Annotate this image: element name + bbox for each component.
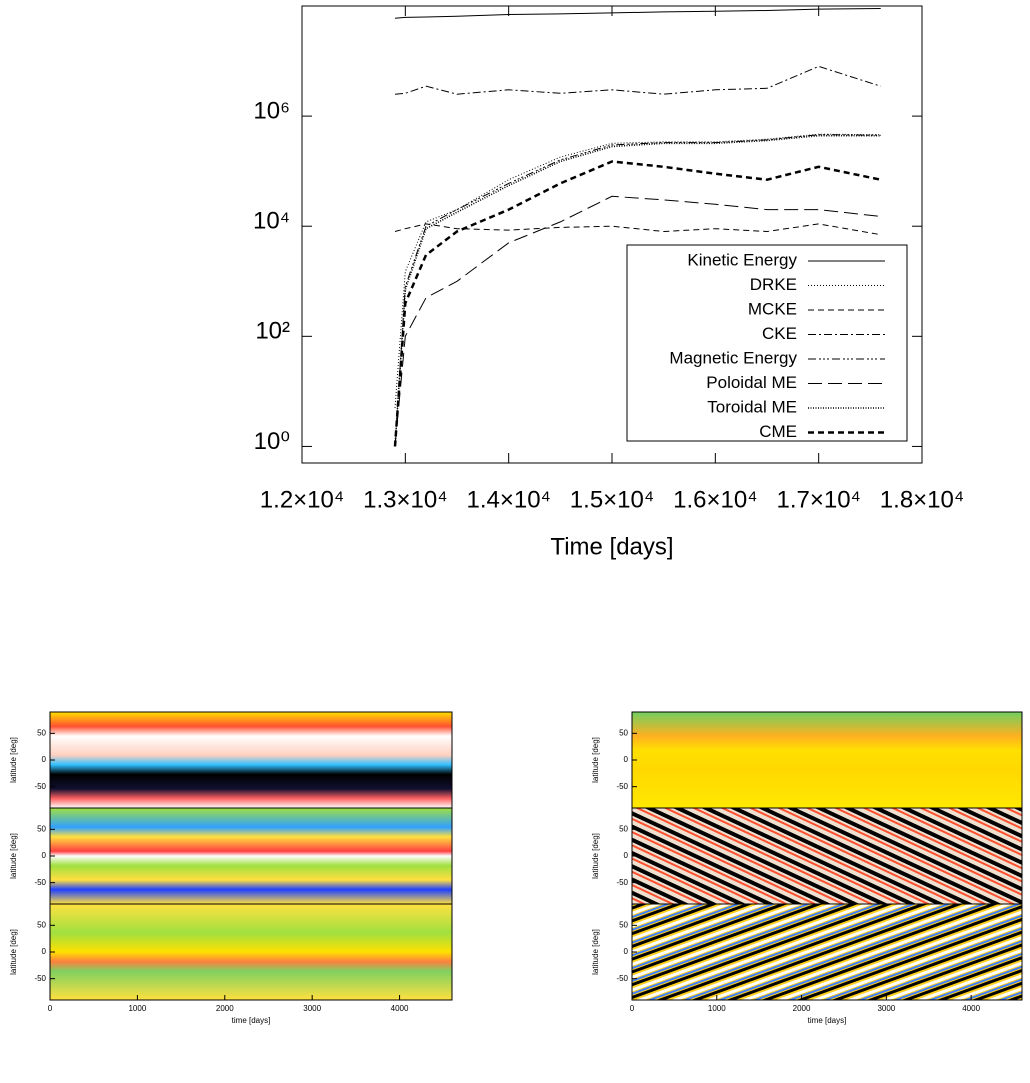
y-tick-label: 0: [624, 947, 629, 956]
x-tick-label: 2000: [793, 1004, 811, 1013]
x-tick-label: 1000: [708, 1004, 726, 1013]
heatmap-image: [50, 808, 452, 904]
heatmap-image: [50, 712, 452, 808]
x-tick-label: 1.2×10⁴: [260, 486, 344, 513]
legend-label: CKE: [762, 324, 797, 343]
heatmap-image: [632, 808, 1022, 904]
y-tick-label: 50: [37, 728, 46, 737]
x-tick-label: 0: [48, 1004, 53, 1013]
x-tick-label: 3000: [303, 1004, 321, 1013]
y-axis-label: latitude [deg]: [591, 737, 600, 783]
series-line: [394, 133, 881, 408]
x-tick-label: 1000: [128, 1004, 146, 1013]
y-tick-label: 0: [42, 947, 47, 956]
y-tick-label: 10⁴: [253, 208, 290, 235]
x-tick-label: 1.8×10⁴: [880, 486, 964, 513]
y-tick-label: -50: [34, 782, 46, 791]
legend-label: Poloidal ME: [706, 373, 797, 392]
x-tick-label: 1.3×10⁴: [363, 486, 447, 513]
x-tick-label: 1.7×10⁴: [776, 486, 860, 513]
x-tick-label: 0: [630, 1004, 635, 1013]
y-tick-label: -50: [34, 974, 46, 983]
legend-label: Magnetic Energy: [669, 348, 797, 367]
y-tick-label: 50: [37, 824, 46, 833]
y-tick-label: 10²: [255, 318, 290, 345]
y-tick-label: 10⁶: [253, 97, 290, 124]
x-tick-label: 2000: [216, 1004, 234, 1013]
y-axis-label: latitude [deg]: [9, 737, 18, 783]
x-tick-label: 4000: [391, 1004, 409, 1013]
series-line: [393, 160, 881, 447]
y-axis-label: latitude [deg]: [9, 833, 18, 879]
y-tick-label: -50: [616, 974, 628, 983]
plot-frame: [301, 5, 923, 464]
x-axis-label: time [days]: [232, 1016, 271, 1025]
y-tick-label: 50: [619, 728, 628, 737]
heatmap-image: [50, 904, 452, 1000]
series-line: [394, 195, 881, 447]
x-tick-label: 1.4×10⁴: [466, 486, 550, 513]
x-axis-label: time [days]: [808, 1016, 847, 1025]
x-tick-label: 1.6×10⁴: [673, 486, 757, 513]
y-tick-label: 50: [619, 824, 628, 833]
legend-label: Kinetic Energy: [687, 250, 797, 269]
heatmap-image: [632, 712, 1022, 808]
series-line: [394, 65, 881, 95]
y-axis-label: latitude [deg]: [591, 929, 600, 975]
x-tick-label: 3000: [877, 1004, 895, 1013]
series-line: [394, 223, 881, 236]
x-axis-label: Time [days]: [550, 533, 673, 560]
x-tick-label: 4000: [962, 1004, 980, 1013]
y-tick-label: -50: [616, 878, 628, 887]
y-tick-label: 50: [619, 920, 628, 929]
y-tick-label: 0: [42, 755, 47, 764]
y-tick-label: 50: [37, 920, 46, 929]
y-axis-label: latitude [deg]: [591, 833, 600, 879]
series-line: [394, 134, 881, 447]
y-tick-label: 0: [624, 851, 629, 860]
x-tick-label: 1.5×10⁴: [570, 486, 654, 513]
y-tick-label: -50: [616, 782, 628, 791]
series-line: [394, 134, 881, 447]
legend-label: CME: [759, 422, 797, 441]
legend-label: Toroidal ME: [707, 397, 797, 416]
legend-label: DRKE: [750, 275, 797, 294]
y-tick-label: -50: [34, 878, 46, 887]
heatmap-image: [632, 904, 1022, 1000]
y-tick-label: 10⁰: [254, 428, 290, 455]
y-axis-label: latitude [deg]: [9, 929, 18, 975]
y-tick-label: 0: [42, 851, 47, 860]
legend-box: [626, 244, 908, 442]
series-line: [394, 8, 881, 19]
legend-label: MCKE: [748, 299, 797, 318]
y-tick-label: 0: [624, 755, 629, 764]
